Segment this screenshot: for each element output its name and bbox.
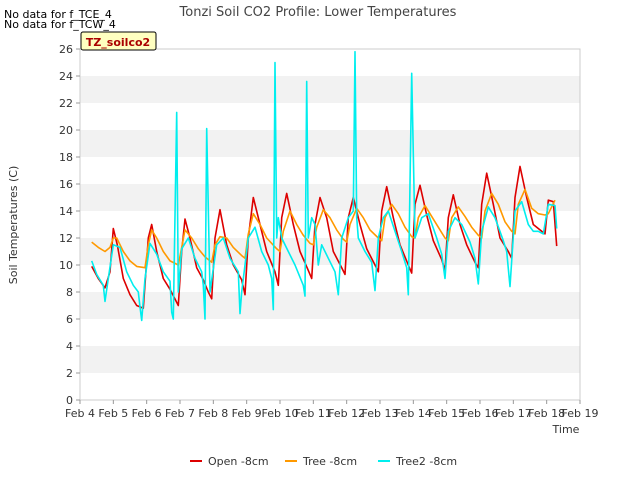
grid-band [80, 373, 580, 400]
y-tick-label: 16 [59, 178, 73, 191]
y-tick-label: 10 [59, 259, 73, 272]
y-tick-label: 24 [59, 70, 73, 83]
no-data-note-tce: No data for f_TCE_4 [4, 8, 112, 21]
y-tick-label: 6 [66, 313, 73, 326]
x-tick-label: Feb 11 [295, 407, 332, 420]
y-tick-label: 0 [66, 394, 73, 407]
grid-band [80, 49, 580, 76]
legend-label: Tree -8cm [302, 455, 357, 468]
x-tick-label: Feb 19 [562, 407, 599, 420]
x-tick-label: Feb 15 [428, 407, 465, 420]
x-tick-label: Feb 16 [462, 407, 499, 420]
grid-band [80, 265, 580, 292]
legend-item: Tree -8cm [285, 455, 357, 468]
x-tick-label: Feb 14 [395, 407, 432, 420]
x-tick-label: Feb 13 [362, 407, 399, 420]
x-tick-label: Feb 17 [495, 407, 532, 420]
legend-item: Open -8cm [190, 455, 269, 468]
y-axis-label: Soil Temperatures (C) [7, 166, 20, 285]
grid-band [80, 103, 580, 130]
legend: Open -8cm Tree -8cm Tree2 -8cm [190, 455, 457, 468]
grid-band [80, 184, 580, 211]
legend-label: Open -8cm [208, 455, 269, 468]
x-tick-label: Feb 5 [98, 407, 128, 420]
y-tick-label: 22 [59, 97, 73, 110]
grid-band [80, 292, 580, 319]
series-line-tree2-8cm [90, 50, 558, 322]
y-tick-label: 2 [66, 367, 73, 380]
series-layer [90, 50, 558, 322]
grid-bands [80, 49, 580, 400]
y-tick-label: 18 [59, 151, 73, 164]
grid-band [80, 157, 580, 184]
y-tick-label: 26 [59, 43, 73, 56]
plot-frame [79, 48, 581, 401]
x-tick-label: Feb 12 [328, 407, 365, 420]
series-line-tree-8cm [91, 188, 556, 269]
x-tick-label: Feb 18 [528, 407, 565, 420]
x-tick-label: Feb 8 [198, 407, 228, 420]
x-tick-label: Feb 6 [132, 407, 162, 420]
y-tick-label: 14 [59, 205, 73, 218]
y-tick-label: 8 [66, 286, 73, 299]
grid-band [80, 130, 580, 157]
x-axis: Feb 4 Feb 5 Feb 6 Feb 7 Feb 8 Feb 9 Feb 10Feb … [65, 400, 598, 420]
y-tick-label: 20 [59, 124, 73, 137]
grid-band [80, 346, 580, 373]
x-axis-label: Time [552, 423, 580, 436]
x-tick-label: Feb 7 [165, 407, 195, 420]
no-data-note-tcw: No data for f_TCW_4 [4, 18, 116, 31]
tz-soilco2-badge: TZ_soilco2 [80, 31, 157, 51]
y-tick-label: 4 [66, 340, 73, 353]
x-tick-label: Feb 10 [262, 407, 299, 420]
x-tick-label: Feb 4 [65, 407, 95, 420]
chart-title: Tonzi Soil CO2 Profile: Lower Temperatur… [179, 5, 457, 20]
y-tick-label: 12 [59, 232, 73, 245]
grid-band [80, 76, 580, 103]
grid-band [80, 319, 580, 346]
legend-label: Tree2 -8cm [395, 455, 457, 468]
legend-item: Tree2 -8cm [378, 455, 457, 468]
x-tick-label: Feb 9 [232, 407, 262, 420]
badge-text: TZ_soilco2 [86, 36, 150, 49]
